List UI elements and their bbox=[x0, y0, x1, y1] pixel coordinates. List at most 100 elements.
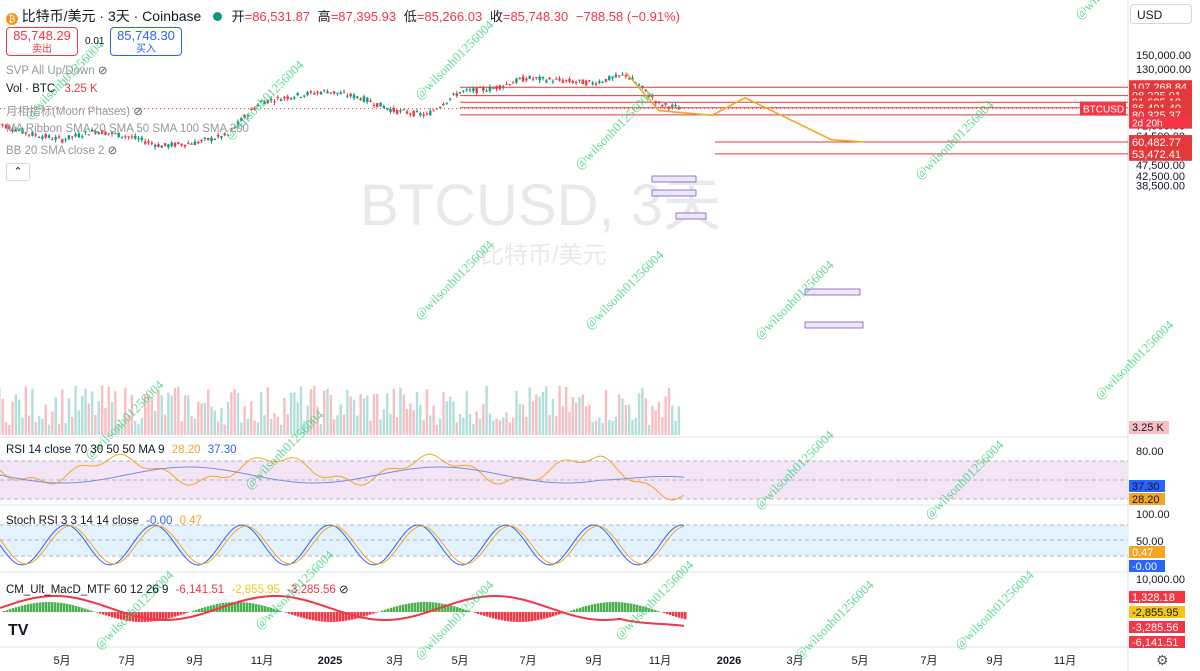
sell-button[interactable]: 85,748.29 卖出 bbox=[6, 27, 78, 56]
candle-body bbox=[631, 77, 634, 80]
volume-bar bbox=[34, 422, 37, 435]
volume-bar bbox=[114, 391, 117, 435]
candle-body bbox=[246, 114, 250, 117]
volume-bar bbox=[84, 388, 87, 435]
volume-bar bbox=[462, 417, 465, 435]
volume-bar bbox=[439, 418, 442, 435]
indicator-bb[interactable]: BB 20 SMA close 2 ⊘ bbox=[6, 143, 117, 157]
volume-bar bbox=[644, 398, 647, 435]
candle-body bbox=[578, 79, 581, 81]
currency-select[interactable]: USD bbox=[1130, 4, 1192, 24]
settings-gear-icon[interactable]: ⚙ bbox=[1156, 652, 1169, 668]
macd-histogram-bar bbox=[18, 606, 21, 612]
candle-body bbox=[230, 129, 233, 131]
stoch-tag bbox=[1129, 560, 1165, 572]
candle-body bbox=[366, 97, 369, 102]
macd-histogram-bar bbox=[213, 604, 216, 612]
candle-body bbox=[37, 137, 41, 139]
indicator-rsi[interactable]: RSI 14 close 70 30 50 50 MA 9 28.20 37.3… bbox=[6, 444, 237, 456]
candle-body bbox=[372, 104, 376, 106]
volume-bar bbox=[425, 389, 429, 435]
volume-bar bbox=[651, 405, 654, 435]
buy-button[interactable]: 85,748.30 买入 bbox=[110, 27, 182, 56]
ohlc-high-label: 高 bbox=[317, 9, 331, 24]
volume-bar bbox=[67, 398, 71, 435]
volume-bar bbox=[452, 401, 455, 435]
volume-bar bbox=[379, 419, 382, 435]
volume-bar bbox=[611, 420, 614, 435]
candle-body bbox=[157, 144, 160, 148]
volume-bar bbox=[422, 419, 425, 435]
candle-body bbox=[611, 76, 614, 79]
macd-histogram-bar bbox=[522, 612, 525, 622]
macd-histogram-bar bbox=[339, 612, 342, 622]
candle-body bbox=[356, 96, 359, 99]
volume-bar bbox=[568, 411, 571, 435]
macd-histogram-bar bbox=[330, 612, 333, 622]
macd-histogram-bar bbox=[504, 612, 507, 621]
candle-body bbox=[359, 98, 362, 101]
ohlc-open: 86,531.87 bbox=[252, 9, 311, 24]
macd-histogram-bar bbox=[327, 612, 330, 622]
volume-bar bbox=[193, 419, 197, 435]
candle-body bbox=[167, 144, 170, 148]
volume-bar bbox=[150, 397, 154, 435]
ohlc-change: −788.58 (−0.91%) bbox=[575, 9, 680, 24]
candle-body bbox=[541, 76, 545, 79]
indicator-moon[interactable]: 月相指标(Moon Phases) ⊘ bbox=[6, 103, 143, 119]
symbol-title[interactable]: 比特币/美元 · 3天 · Coinbase bbox=[21, 8, 202, 24]
volume-bar bbox=[332, 419, 336, 435]
ohlc-close: 85,748.30 bbox=[510, 9, 569, 24]
eye-hidden-icon[interactable]: ⊘ bbox=[107, 145, 118, 157]
indicator-stoch[interactable]: Stoch RSI 3 3 14 14 close -0.00 0.47 bbox=[6, 515, 202, 527]
time-axis-label: 2026 bbox=[717, 655, 741, 667]
candle-body bbox=[74, 133, 77, 137]
volume-bar bbox=[346, 389, 349, 435]
eye-hidden-icon[interactable]: ⊘ bbox=[97, 65, 108, 77]
macd-histogram-bar bbox=[555, 612, 558, 616]
indicator-macd[interactable]: CM_Ult_MacD_MTF 60 12 26 9 -6,141.51 -2,… bbox=[6, 582, 349, 596]
macd-histogram-bar bbox=[228, 602, 231, 612]
volume-bar bbox=[286, 414, 289, 435]
candle-body bbox=[107, 133, 110, 135]
candle-body bbox=[389, 108, 392, 112]
macd-histogram-bar bbox=[186, 612, 189, 613]
collapse-legend-button[interactable]: ⌃ bbox=[6, 163, 30, 181]
time-axis-label: 9月 bbox=[186, 655, 203, 667]
volume-bar bbox=[107, 386, 110, 435]
indicator-svp[interactable]: SVP All Up/Down ⊘ bbox=[6, 63, 107, 77]
volume-bar bbox=[402, 394, 405, 435]
macd-histogram-bar bbox=[312, 612, 315, 621]
volume-bar bbox=[260, 392, 263, 435]
macd-histogram-bar bbox=[261, 605, 264, 612]
candle-body bbox=[250, 108, 253, 111]
candle-body bbox=[339, 92, 342, 95]
indicator-ma-ribbon[interactable]: MA Ribbon SMA 20 SMA 50 SMA 100 SMA 200 bbox=[6, 123, 249, 135]
buy-price: 85,748.30 bbox=[117, 28, 175, 43]
candle-body bbox=[558, 78, 561, 81]
candle-body bbox=[521, 76, 525, 82]
macd-histogram-bar bbox=[258, 604, 261, 612]
macd-histogram-bar bbox=[87, 609, 90, 612]
tradingview-logo[interactable]: TV bbox=[8, 622, 29, 639]
macd-histogram-bar bbox=[162, 612, 165, 620]
volume-bar bbox=[511, 417, 515, 435]
macd-histogram-bar bbox=[84, 608, 87, 612]
volume-bar bbox=[90, 391, 94, 435]
volume-bar bbox=[356, 415, 359, 435]
volume-bar bbox=[206, 389, 210, 435]
volume-bar bbox=[187, 395, 190, 435]
volume-bar bbox=[674, 420, 677, 435]
macd-histogram-bar bbox=[489, 612, 492, 618]
candle-body bbox=[263, 101, 266, 105]
macd-histogram-bar bbox=[651, 609, 654, 612]
candle-body bbox=[226, 134, 230, 136]
candle-body bbox=[468, 89, 472, 91]
indicator-volume[interactable]: Vol · BTC 3.25 K bbox=[6, 83, 98, 95]
macd-histogram-bar bbox=[171, 612, 174, 618]
volume-bar bbox=[535, 394, 538, 435]
eye-hidden-icon[interactable]: ⊘ bbox=[133, 106, 143, 118]
stoch-tag-label: -0.00 bbox=[1132, 561, 1157, 573]
volume-bar bbox=[578, 397, 581, 435]
